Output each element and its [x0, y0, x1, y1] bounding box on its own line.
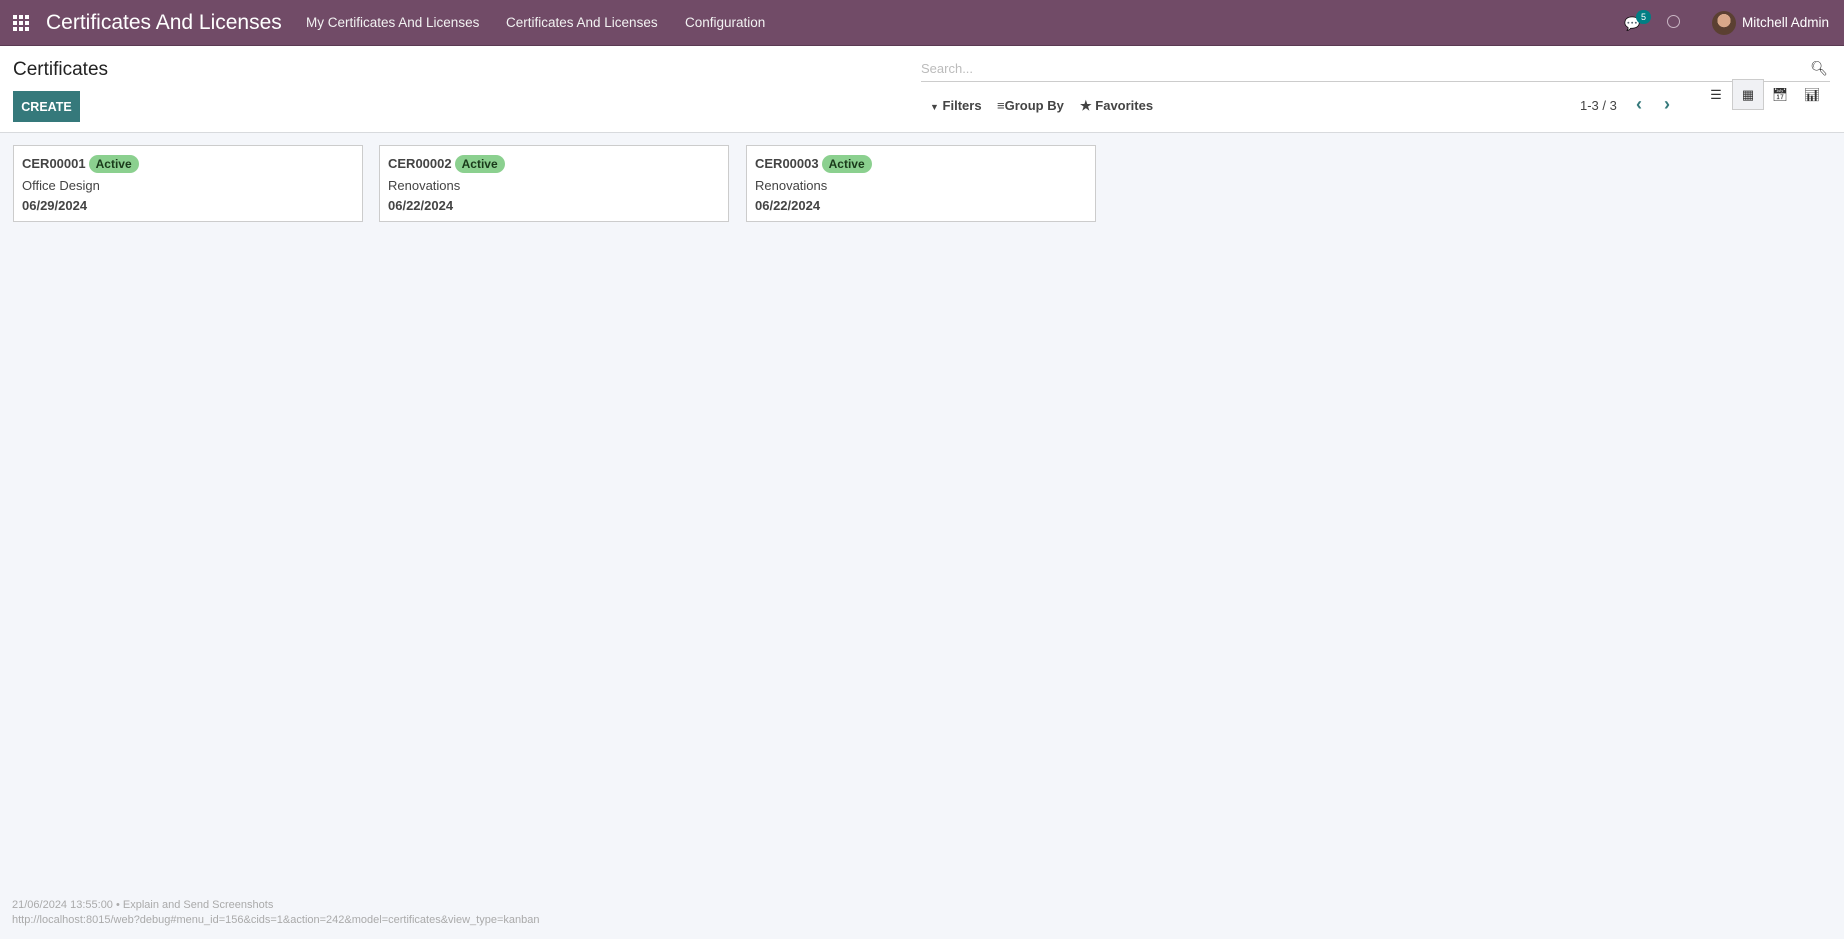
star-icon: ★	[1080, 98, 1092, 113]
kanban-card[interactable]: CER00001 Active Office Design 06/29/2024	[13, 145, 363, 222]
status-badge: Active	[454, 155, 505, 173]
menu-configuration[interactable]: Configuration	[685, 15, 766, 30]
card-date: 06/22/2024	[388, 198, 454, 213]
control-panel: Certificates CREATE 🔍︎ ▼ Filters ≡Group …	[0, 46, 1844, 133]
card-name: Renovations	[388, 178, 461, 193]
pager-next-icon[interactable]: ›	[1664, 94, 1670, 114]
card-ref: CER00003	[755, 156, 819, 171]
menu-certificates[interactable]: Certificates And Licenses	[506, 15, 658, 30]
favorites-button[interactable]: ★ Favorites	[1080, 98, 1153, 114]
card-date: 06/22/2024	[755, 198, 821, 213]
graph-view-icon[interactable]: 📊︎	[1803, 86, 1821, 102]
filters-button[interactable]: ▼ Filters	[930, 98, 982, 113]
card-date: 06/29/2024	[22, 198, 88, 213]
avatar[interactable]	[1712, 11, 1736, 35]
kanban-card[interactable]: CER00002 Active Renovations 06/22/2024	[379, 145, 729, 222]
card-ref: CER00002	[388, 156, 452, 171]
status-badge: Active	[821, 155, 872, 173]
list-view-icon[interactable]: ☰	[1710, 86, 1722, 102]
kanban-view-icon[interactable]: ▦	[1732, 79, 1764, 110]
top-navbar: Certificates And Licenses My Certificate…	[0, 0, 1844, 46]
footer-timestamp: 21/06/2024 13:55:00 • Explain and Send S…	[12, 899, 274, 911]
search-input[interactable]	[921, 56, 1801, 80]
card-ref: CER00001	[22, 156, 86, 171]
page-title: Certificates	[13, 59, 109, 80]
card-name: Renovations	[755, 178, 828, 193]
search-bar: 🔍︎	[921, 56, 1830, 82]
activity-clock-icon[interactable]	[1667, 15, 1680, 28]
kanban-card[interactable]: CER00003 Active Renovations 06/22/2024	[746, 145, 1096, 222]
user-menu[interactable]: Mitchell Admin	[1742, 15, 1830, 30]
filter-icon: ▼	[930, 102, 939, 112]
calendar-view-icon[interactable]: 📅︎	[1771, 86, 1789, 102]
group-by-label: Group By	[1004, 98, 1064, 113]
footer-url: http://localhost:8015/web?debug#menu_id=…	[12, 914, 540, 926]
pager-previous-icon[interactable]: ‹	[1636, 94, 1642, 114]
bars-icon: ≡	[997, 98, 1005, 113]
app-title[interactable]: Certificates And Licenses	[46, 11, 282, 34]
filters-label: Filters	[942, 98, 982, 113]
favorites-label: Favorites	[1095, 98, 1154, 113]
menu-my-certificates[interactable]: My Certificates And Licenses	[306, 15, 480, 30]
create-button[interactable]: CREATE	[13, 91, 80, 122]
apps-menu-icon[interactable]	[13, 15, 29, 31]
group-by-button[interactable]: ≡Group By	[997, 98, 1064, 113]
message-count-badge: 5	[1636, 10, 1652, 24]
status-badge: Active	[88, 155, 139, 173]
pager-value[interactable]: 1-3 / 3	[1580, 98, 1617, 113]
search-icon[interactable]: 🔍︎	[1810, 60, 1828, 76]
card-name: Office Design	[22, 178, 100, 193]
